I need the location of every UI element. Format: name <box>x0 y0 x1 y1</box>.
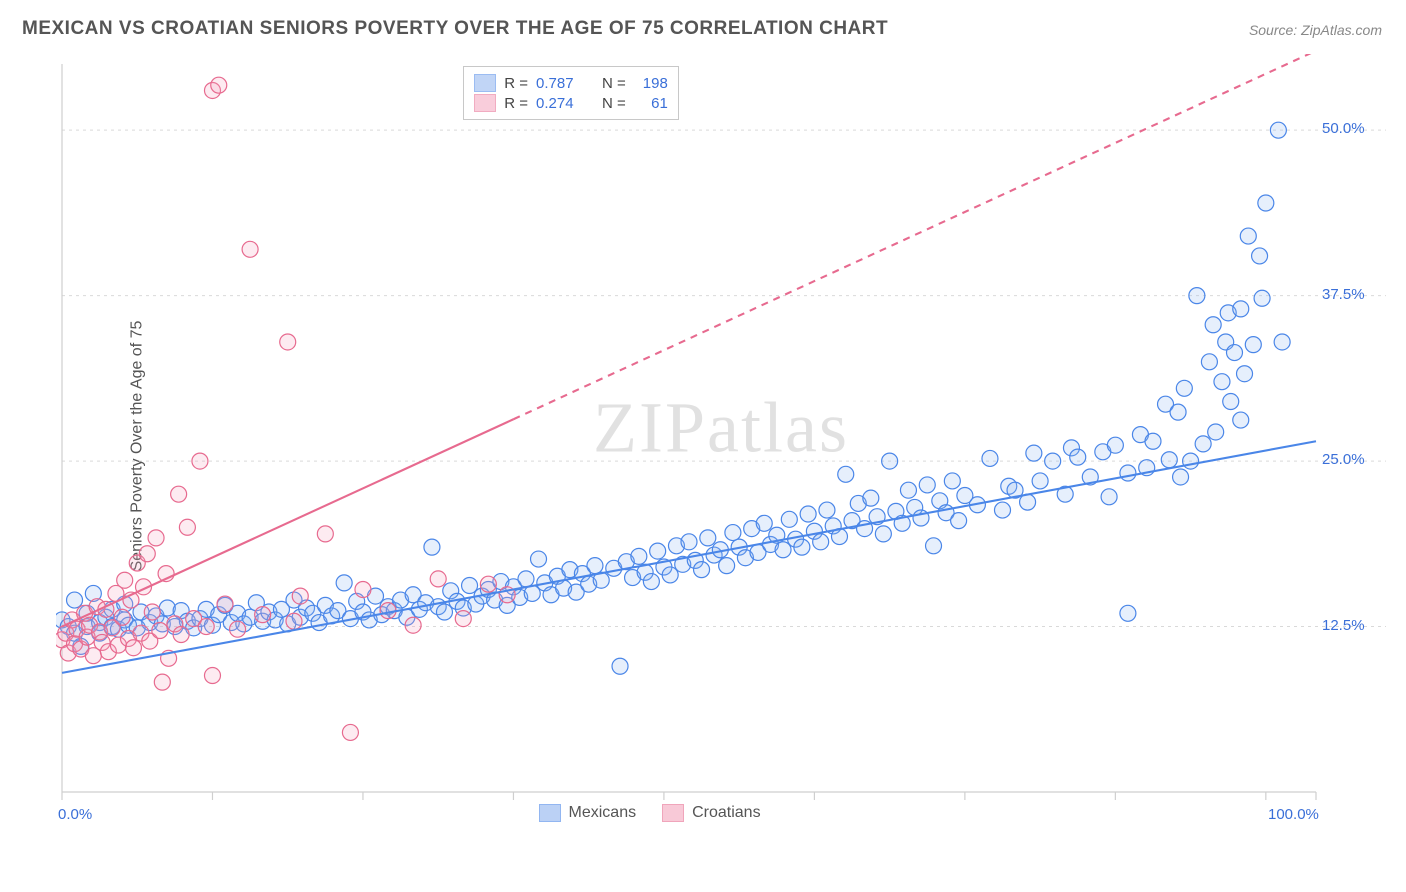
chart-container: MEXICAN VS CROATIAN SENIORS POVERTY OVER… <box>0 0 1406 892</box>
r-value: 0.787 <box>536 75 586 92</box>
y-tick-label: 12.5% <box>1322 617 1365 634</box>
x-tick-min: 0.0% <box>58 806 92 823</box>
r-label: R = <box>504 95 528 112</box>
legend-series-label: Croatians <box>692 804 760 822</box>
legend-swatch <box>539 804 561 822</box>
source-label: Source: ZipAtlas.com <box>1249 22 1382 38</box>
legend-series: Mexicans Croatians <box>539 804 761 822</box>
legend-stats: R = 0.787 N = 198 R = 0.274 N = 61 <box>463 66 679 120</box>
n-label: N = <box>602 75 626 92</box>
x-tick-max: 100.0% <box>1268 806 1319 823</box>
legend-series-item: Mexicans <box>539 804 637 822</box>
y-tick-label: 50.0% <box>1322 120 1365 137</box>
n-value: 198 <box>634 75 668 92</box>
legend-swatch <box>474 94 496 112</box>
n-value: 61 <box>634 95 668 112</box>
legend-swatch <box>474 74 496 92</box>
legend-stat-row: R = 0.787 N = 198 <box>474 73 668 93</box>
legend-series-item: Croatians <box>662 804 760 822</box>
legend-stat-row: R = 0.274 N = 61 <box>474 93 668 113</box>
y-tick-label: 37.5% <box>1322 286 1365 303</box>
r-label: R = <box>504 75 528 92</box>
y-tick-label: 25.0% <box>1322 451 1365 468</box>
legend-series-label: Mexicans <box>569 804 637 822</box>
n-label: N = <box>602 95 626 112</box>
watermark: ZIPatlas <box>593 387 849 470</box>
legend-swatch <box>662 804 684 822</box>
plot-area: ZIPatlas R = 0.787 N = 198 R = 0.274 N = 61 Mex… <box>56 54 1386 834</box>
r-value: 0.274 <box>536 95 586 112</box>
chart-title: MEXICAN VS CROATIAN SENIORS POVERTY OVER… <box>22 18 888 40</box>
